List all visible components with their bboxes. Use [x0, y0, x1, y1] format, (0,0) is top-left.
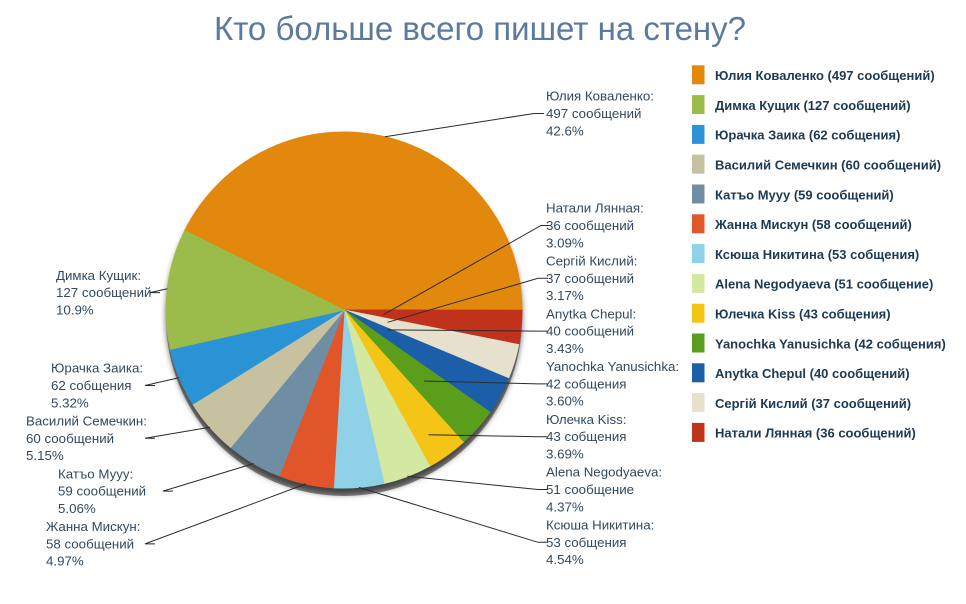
svg-text:42.6%: 42.6%: [546, 123, 584, 138]
svg-text:3.69%: 3.69%: [546, 447, 584, 462]
svg-text:Димка Кущик:: Димка Кущик:: [56, 268, 141, 283]
svg-text:Юлия Коваленко:: Юлия Коваленко:: [546, 89, 654, 104]
svg-text:Ксюша Никитина:: Ксюша Никитина:: [546, 518, 654, 533]
svg-text:Натали Лянная:: Натали Лянная:: [546, 201, 644, 216]
svg-text:3.60%: 3.60%: [546, 394, 584, 409]
svg-text:497 сообщений: 497 сообщений: [546, 106, 641, 121]
svg-text:4.37%: 4.37%: [546, 499, 584, 514]
svg-text:3.17%: 3.17%: [546, 288, 584, 303]
svg-text:5.32%: 5.32%: [51, 395, 89, 410]
svg-text:Anytka Chepul (40 сообщений): Anytka Chepul (40 сообщений): [715, 366, 910, 381]
svg-text:53 собщения: 53 собщения: [546, 535, 626, 550]
svg-text:51 сообщение: 51 сообщение: [546, 482, 634, 497]
svg-text:58 сообщений: 58 сообщений: [46, 536, 134, 551]
svg-text:60 сообщений: 60 сообщений: [26, 431, 114, 446]
svg-text:Димка Кущик (127 сообщений): Димка Кущик (127 сообщений): [715, 98, 911, 113]
svg-text:62 собщения: 62 собщения: [51, 378, 131, 393]
svg-text:Юлечка Kiss (43 собщения): Юлечка Kiss (43 собщения): [715, 307, 891, 322]
svg-text:4.54%: 4.54%: [546, 552, 584, 567]
svg-text:40 сообщений: 40 сообщений: [546, 324, 634, 339]
svg-text:Сергій Кислий:: Сергій Кислий:: [546, 254, 637, 269]
svg-text:59 сообщений: 59 сообщений: [58, 484, 146, 499]
svg-text:Ксюша Никитина (53 собщения): Ксюша Никитина (53 собщения): [715, 247, 919, 262]
svg-text:Натали Лянная (36 сообщений): Натали Лянная (36 сообщений): [715, 426, 916, 441]
svg-text:Alena Negodyaeva:: Alena Negodyaeva:: [546, 465, 662, 480]
svg-text:37 сообщений: 37 сообщений: [546, 271, 634, 286]
svg-text:Василий Семечкин (60 сообщений: Василий Семечкин (60 сообщений): [715, 158, 941, 173]
svg-text:10.9%: 10.9%: [56, 302, 94, 317]
svg-text:42 собщения: 42 собщения: [546, 376, 626, 391]
svg-text:Жанна Мискун:: Жанна Мискун:: [46, 519, 140, 534]
svg-text:36 сообщений: 36 сообщений: [546, 218, 634, 233]
svg-text:Alena Negodyaeva (51 сообщение: Alena Negodyaeva (51 сообщение): [715, 277, 933, 292]
svg-text:Жанна Мискун (58 сообщений): Жанна Мискун (58 сообщений): [714, 217, 912, 232]
svg-text:127 сообщений: 127 сообщений: [56, 285, 151, 300]
svg-text:Юрачка Заика (62 собщения): Юрачка Заика (62 собщения): [715, 128, 900, 143]
svg-text:3.43%: 3.43%: [546, 341, 584, 356]
svg-text:Юлечка Kiss:: Юлечка Kiss:: [546, 412, 627, 427]
svg-text:Сергій Кислий (37 сообщений): Сергій Кислий (37 сообщений): [715, 396, 911, 411]
svg-text:Yanochka Yanusichka:: Yanochka Yanusichka:: [546, 359, 679, 374]
svg-text:4.97%: 4.97%: [46, 554, 84, 569]
svg-text:Yanochka Yanusichka (42 собщен: Yanochka Yanusichka (42 собщения): [715, 336, 946, 351]
svg-text:Юрачка Заика:: Юрачка Заика:: [51, 361, 143, 376]
svg-text:Катъо Мууу:: Катъо Мууу:: [58, 466, 133, 481]
svg-text:Василий Семечкин:: Василий Семечкин:: [26, 414, 147, 429]
svg-text:43 собщения: 43 собщения: [546, 429, 626, 444]
svg-text:Катъо Мууу (59 сообщений): Катъо Мууу (59 сообщений): [715, 187, 894, 202]
svg-text:5.15%: 5.15%: [26, 448, 64, 463]
svg-text:3.09%: 3.09%: [546, 235, 584, 250]
svg-text:Юлия Коваленко (497 сообщений): Юлия Коваленко (497 сообщений): [715, 68, 935, 83]
svg-text:5.06%: 5.06%: [58, 501, 96, 516]
svg-text:Anytka Chepul:: Anytka Chepul:: [546, 306, 636, 321]
